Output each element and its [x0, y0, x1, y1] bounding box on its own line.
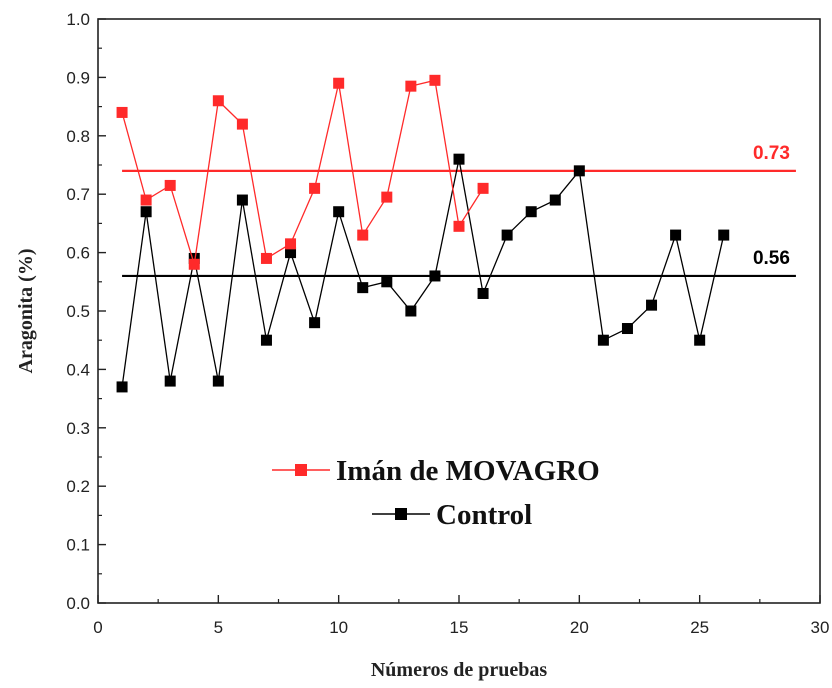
data-point	[309, 182, 321, 194]
series-iman	[116, 74, 489, 270]
data-point	[116, 381, 128, 393]
data-point	[429, 270, 441, 282]
data-point	[333, 206, 345, 218]
x-tick-label: 10	[329, 618, 348, 637]
data-point	[188, 252, 200, 264]
x-tick-label: 30	[811, 618, 830, 637]
x-tick-label: 20	[570, 618, 589, 637]
y-tick-label: 0.8	[66, 127, 90, 146]
data-point	[357, 229, 369, 241]
y-tick-label: 0.4	[66, 360, 90, 379]
data-point	[140, 194, 152, 206]
data-point	[285, 238, 297, 250]
reference-line-label: 0.73	[753, 143, 790, 164]
data-point	[140, 206, 152, 218]
legend-item: Control	[372, 499, 532, 531]
y-tick-label: 0.0	[66, 594, 90, 613]
data-point	[405, 305, 417, 317]
legend-marker	[295, 464, 307, 476]
data-point	[236, 194, 248, 206]
data-point	[477, 287, 489, 299]
x-tick-label: 5	[214, 618, 223, 637]
data-point	[381, 191, 393, 203]
reference-lines: 0.73 0.56	[122, 143, 796, 278]
data-point	[164, 179, 176, 191]
data-point	[597, 334, 609, 346]
y-axis: 0.0 0.1 0.2 0.3 0.4 0.5 0.6 0.7 0.8 0.9 1.0	[66, 10, 106, 613]
legend: Imán de MOVAGRO Control	[272, 455, 600, 531]
data-point	[212, 95, 224, 107]
legend-item: Imán de MOVAGRO	[272, 455, 600, 487]
y-tick-label: 0.6	[66, 244, 90, 263]
series-line	[121, 159, 725, 388]
y-tick-label: 0.9	[66, 68, 90, 87]
x-axis: 0 5 10 15 20 25 30	[93, 595, 829, 637]
y-tick-label: 0.3	[66, 419, 90, 438]
data-point	[212, 375, 224, 387]
legend-label: Imán de MOVAGRO	[336, 455, 600, 487]
legend-marker	[395, 508, 407, 520]
y-tick-label: 0.7	[66, 185, 90, 204]
y-tick-label: 0.2	[66, 477, 90, 496]
data-point	[549, 194, 561, 206]
data-point	[333, 77, 345, 89]
data-point	[285, 247, 297, 259]
data-point	[260, 334, 272, 346]
data-point	[429, 74, 441, 86]
data-point	[453, 220, 465, 232]
y-tick-label: 0.1	[66, 536, 90, 555]
legend-label: Control	[436, 499, 532, 531]
data-point	[501, 229, 513, 241]
data-point	[694, 334, 706, 346]
data-point	[670, 229, 682, 241]
series-layer	[116, 74, 730, 393]
data-point	[405, 80, 417, 92]
series-line	[121, 79, 484, 265]
series-control	[116, 153, 730, 393]
data-point	[621, 323, 633, 335]
data-point	[453, 153, 465, 165]
data-point	[646, 299, 658, 311]
x-tick-label: 25	[690, 618, 709, 637]
x-tick-label: 15	[450, 618, 469, 637]
data-point	[525, 206, 537, 218]
reference-line-label: 0.56	[753, 248, 790, 269]
data-point	[164, 375, 176, 387]
data-point	[236, 118, 248, 130]
data-point	[477, 182, 489, 194]
data-point	[718, 229, 730, 241]
x-axis-title: Números de pruebas	[371, 659, 548, 681]
y-tick-label: 1.0	[66, 10, 90, 29]
data-point	[116, 106, 128, 118]
data-point	[309, 317, 321, 329]
data-point	[188, 258, 200, 270]
x-tick-label: 0	[93, 618, 102, 637]
y-tick-label: 0.5	[66, 302, 90, 321]
data-point	[260, 252, 272, 264]
data-point	[573, 165, 585, 177]
data-point	[357, 282, 369, 294]
y-axis-title: Aragonita (%)	[15, 249, 37, 374]
data-point	[381, 276, 393, 288]
